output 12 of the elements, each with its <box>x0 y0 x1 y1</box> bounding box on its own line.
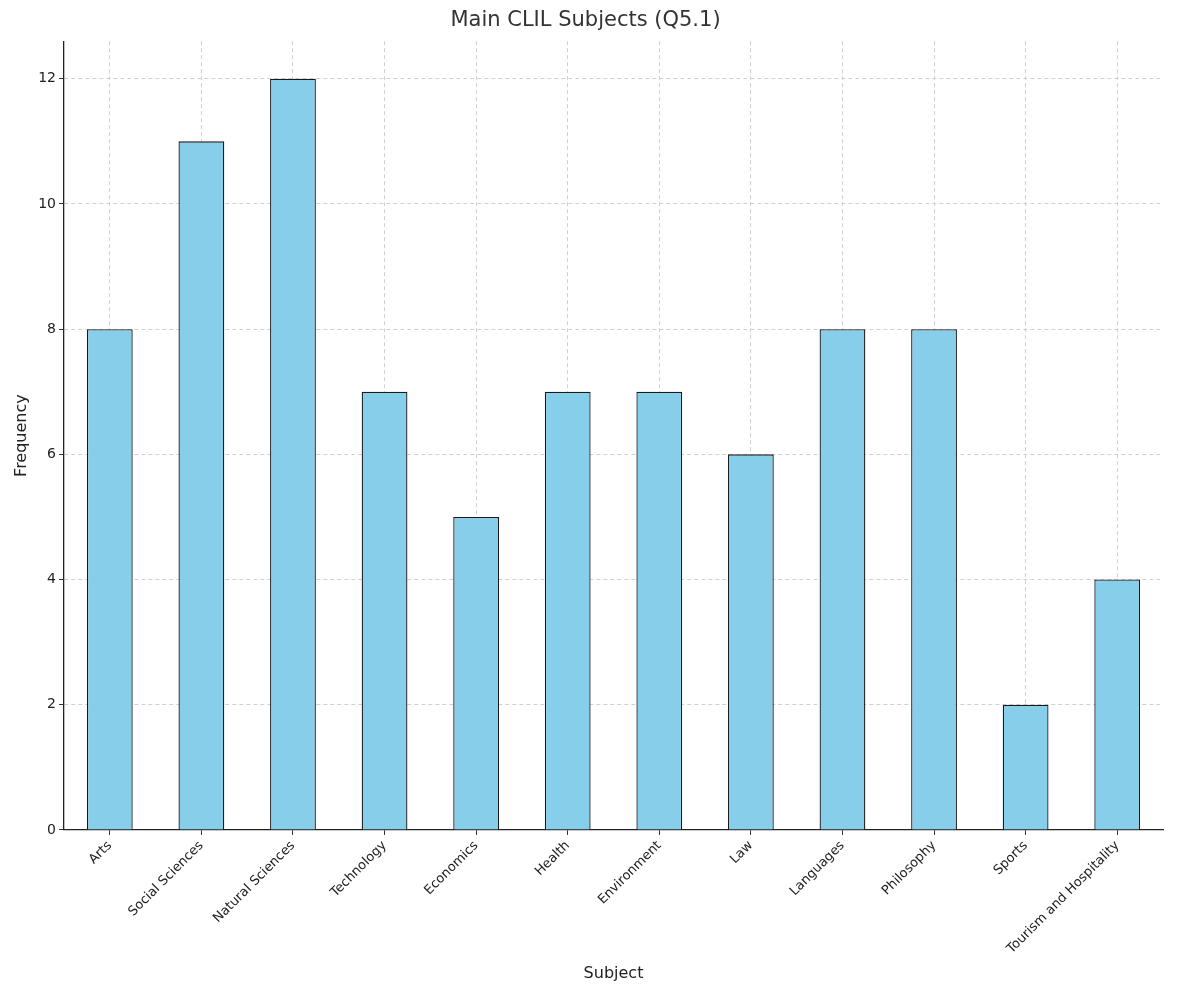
y-tick-label: 10 <box>38 194 57 211</box>
y-tick-label: 6 <box>47 444 57 461</box>
y-tick-label: 0 <box>47 820 57 837</box>
chart-title: Main CLIL Subjects (Q5.1) <box>450 7 721 32</box>
y-axis-title: Frequency <box>10 394 30 477</box>
x-tick-label: Law <box>726 837 756 867</box>
y-tick-label: 4 <box>47 570 57 587</box>
y-tick-label: 2 <box>47 695 57 712</box>
y-tick-label: 12 <box>38 69 57 86</box>
x-axis-title: Subject <box>583 962 644 982</box>
y-tick-label: 8 <box>47 319 57 336</box>
x-tick-label: Arts <box>85 837 115 867</box>
